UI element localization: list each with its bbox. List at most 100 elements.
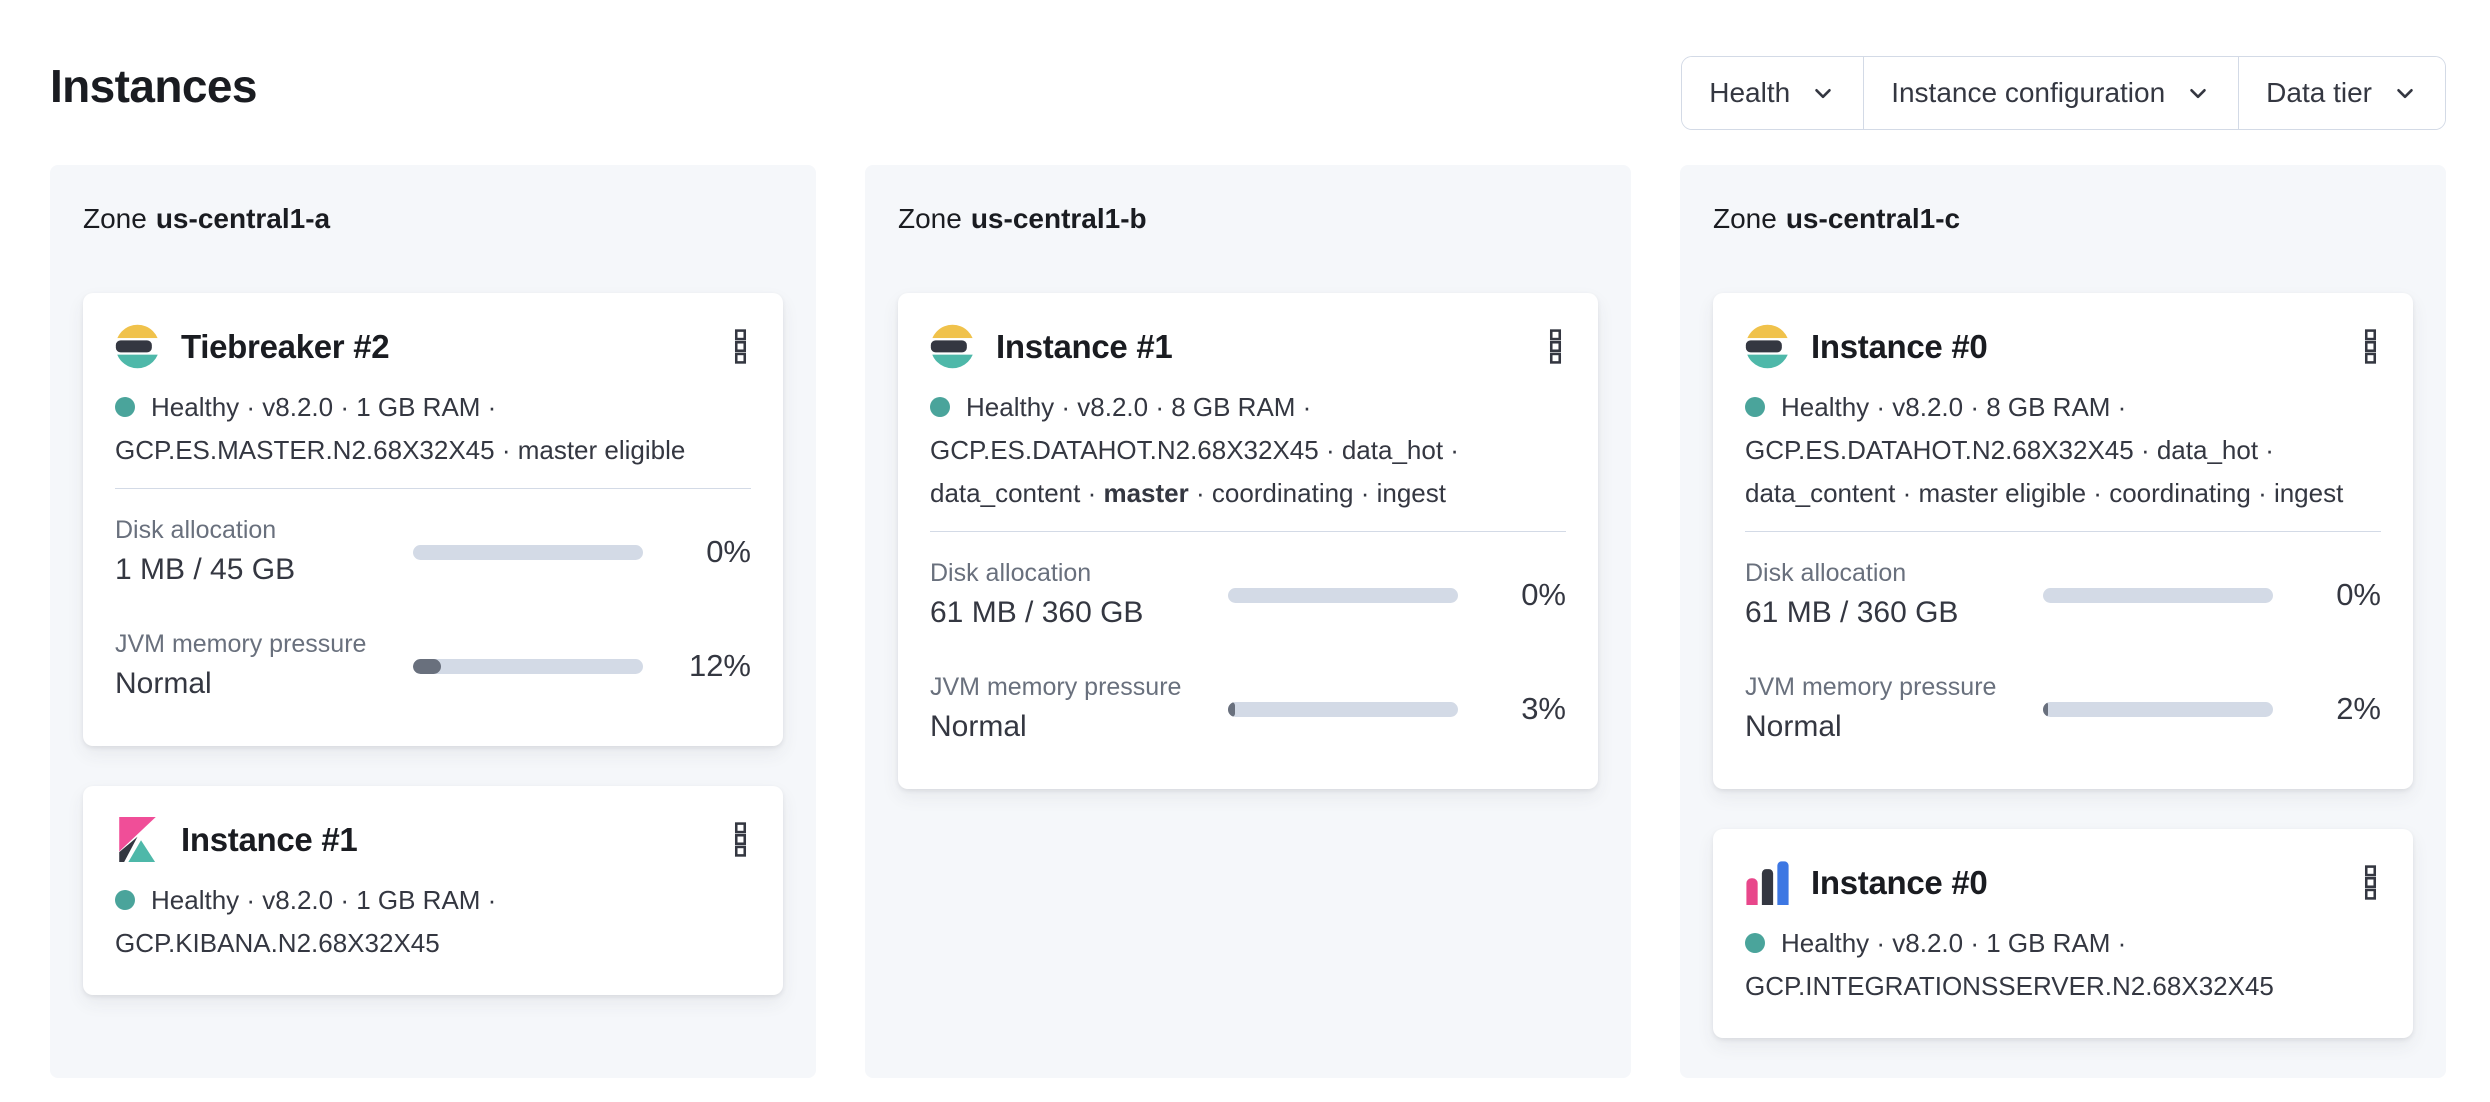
progress-bar: [1228, 587, 1458, 603]
instance-title: Instance #1: [181, 821, 358, 858]
metric-row: JVM memory pressure Normal 3%: [930, 659, 1566, 759]
metric-percent: 0%: [2336, 577, 2381, 612]
instance-card-header: Instance #1: [115, 816, 751, 863]
page-title: Instances: [50, 60, 257, 112]
metric-label: Disk allocation: [930, 559, 1092, 587]
metric-label: Disk allocation: [115, 516, 277, 544]
filter-button[interactable]: Data tier: [2238, 57, 2445, 129]
instance-meta-text: Healthy · v8.2.0 · 8 GB RAM · GCP.ES.DATA…: [1745, 392, 2343, 508]
zone-cards: Instance #1 Healthy · v8.2.0 · 8 GB RAM …: [898, 293, 1598, 789]
instance-logo-slot: [1745, 860, 1790, 905]
meta-segment: data_content · master eligible · coordin…: [1745, 478, 2344, 508]
zones-container: Zone us-central1-a Tiebreaker #2 Healthy …: [50, 165, 2446, 1078]
metric-value: Normal: [1745, 710, 1842, 743]
zone-panel: Zone us-central1-a Tiebreaker #2 Healthy …: [50, 165, 816, 1078]
instance-menu-button[interactable]: [2360, 859, 2381, 906]
instance-title: Instance #0: [1811, 328, 1988, 365]
meta-segment: GCP.ES.MASTER.N2.68X32X45 · master eligi…: [115, 435, 686, 465]
instance-meta-text: Healthy · v8.2.0 · 1 GB RAM · GCP.INTEGRA…: [1745, 928, 2274, 1001]
metric-percent: 3%: [1521, 691, 1566, 726]
instance-meta-text: Healthy · v8.2.0 · 1 GB RAM · GCP.KIBANA.…: [115, 885, 496, 958]
card-divider: [1745, 531, 2381, 532]
elasticsearch-logo-icon: [1745, 324, 1790, 369]
zone-label-prefix: Zone: [898, 203, 962, 234]
metric-info: Disk allocation 61 MB / 360 GB: [1745, 557, 2035, 633]
instance-meta: Healthy · v8.2.0 · 1 GB RAM · GCP.ES.MAST…: [115, 386, 751, 472]
metric-row: Disk allocation 61 MB / 360 GB 0%: [1745, 545, 2381, 645]
metric-info: Disk allocation 61 MB / 360 GB: [930, 557, 1220, 633]
zone-panel: Zone us-central1-c Instance #0 Healthy · …: [1680, 165, 2446, 1078]
metric-percent: 0%: [706, 534, 751, 569]
zone-label: Zone us-central1-a: [83, 201, 783, 237]
progress-bar: [413, 544, 643, 560]
zone-name: us-central1-b: [970, 203, 1147, 234]
metric-label: JVM memory pressure: [115, 630, 367, 658]
instance-logo-slot: [930, 324, 975, 369]
meta-segment: master: [1103, 478, 1189, 508]
zone-cards: Instance #0 Healthy · v8.2.0 · 8 GB RAM …: [1713, 293, 2413, 1038]
instance-menu-button[interactable]: [730, 816, 751, 863]
metric-label: JVM memory pressure: [930, 673, 1182, 701]
meta-segment: GCP.KIBANA.N2.68X32X45: [115, 928, 440, 958]
kebab-menu-icon: [734, 822, 747, 857]
metric-row: Disk allocation 61 MB / 360 GB 0%: [930, 545, 1566, 645]
instance-card: Instance #1 Healthy · v8.2.0 · 8 GB RAM …: [898, 293, 1598, 789]
kebab-menu-icon: [2364, 865, 2377, 900]
filter-button[interactable]: Instance configuration: [1863, 57, 2239, 129]
instance-menu-button[interactable]: [730, 323, 751, 370]
card-divider: [115, 488, 751, 489]
meta-segment: Healthy · v8.2.0 · 1 GB RAM ·: [1781, 928, 2127, 958]
kibana-logo-icon: [119, 817, 156, 862]
health-status-dot: [930, 397, 950, 417]
zone-label: Zone us-central1-b: [898, 201, 1598, 237]
filter-button-label: Data tier: [2266, 77, 2372, 108]
metric-value: Normal: [930, 710, 1027, 743]
meta-segment: Healthy · v8.2.0 · 1 GB RAM ·: [151, 885, 497, 915]
instance-meta: Healthy · v8.2.0 · 1 GB RAM · GCP.INTEGRA…: [1745, 922, 2381, 1008]
zone-name: us-central1-c: [1785, 203, 1961, 234]
instance-title: Tiebreaker #2: [181, 328, 390, 365]
instance-logo-slot: [115, 324, 160, 369]
instance-logo-slot: [1745, 324, 1790, 369]
meta-segment: GCP.INTEGRATIONSSERVER.N2.68X32X45: [1745, 971, 2274, 1001]
instance-menu-button[interactable]: [1545, 323, 1566, 370]
instance-menu-button[interactable]: [2360, 323, 2381, 370]
meta-segment: Healthy · v8.2.0 · 8 GB RAM ·: [966, 392, 1312, 422]
filter-button[interactable]: Health: [1682, 57, 1864, 129]
health-status-dot: [115, 890, 135, 910]
meta-segment: GCP.ES.DATAHOT.N2.68X32X45 · data_hot ·: [1745, 435, 2274, 465]
metric-percent: 2%: [2336, 691, 2381, 726]
instance-card-header: Instance #0: [1745, 323, 2381, 370]
progress-bar: [2043, 701, 2273, 717]
metric-info: JVM memory pressure Normal: [1745, 671, 2035, 747]
zone-label-prefix: Zone: [83, 203, 147, 234]
metric-row: JVM memory pressure Normal 2%: [1745, 659, 2381, 759]
meta-segment: Healthy · v8.2.0 · 1 GB RAM ·: [151, 392, 497, 422]
instance-title: Instance #1: [996, 328, 1173, 365]
metric-value: 61 MB / 360 GB: [930, 596, 1144, 629]
elasticsearch-logo-icon: [930, 324, 975, 369]
meta-segment: · coordinating · ingest: [1188, 478, 1446, 508]
chevron-down-icon: [2397, 88, 2413, 99]
instance-logo-slot: [115, 817, 160, 862]
instance-card: Tiebreaker #2 Healthy · v8.2.0 · 1 GB RA…: [83, 293, 783, 746]
instance-meta: Healthy · v8.2.0 · 8 GB RAM · GCP.ES.DATA…: [930, 386, 1566, 515]
metric-label: Disk allocation: [1745, 559, 1907, 587]
zone-name: us-central1-a: [155, 203, 331, 234]
elasticsearch-logo-icon: [115, 324, 160, 369]
filter-group: Health Instance configuration Data tier: [1681, 56, 2446, 130]
metric-percent: 0%: [1521, 577, 1566, 612]
metric-row: JVM memory pressure Normal 12%: [115, 616, 751, 716]
integrations-server-logo-icon: [1746, 861, 1789, 905]
progress-bar-fill: [413, 658, 441, 674]
filter-button-label: Instance configuration: [1891, 77, 2166, 108]
health-status-dot: [1745, 933, 1765, 953]
instance-card: Instance #0 Healthy · v8.2.0 · 1 GB RAM …: [1713, 829, 2413, 1038]
metric-value: 1 MB / 45 GB: [115, 553, 296, 586]
instance-meta-text: Healthy · v8.2.0 · 1 GB RAM · GCP.ES.MAST…: [115, 392, 685, 465]
metric-info: JVM memory pressure Normal: [115, 628, 405, 704]
instance-card-header: Instance #1: [930, 323, 1566, 370]
zone-cards: Tiebreaker #2 Healthy · v8.2.0 · 1 GB RA…: [83, 293, 783, 995]
instance-metrics: Disk allocation 61 MB / 360 GB 0% JVM me…: [930, 545, 1566, 759]
instance-metrics: Disk allocation 61 MB / 360 GB 0% JVM me…: [1745, 545, 2381, 759]
